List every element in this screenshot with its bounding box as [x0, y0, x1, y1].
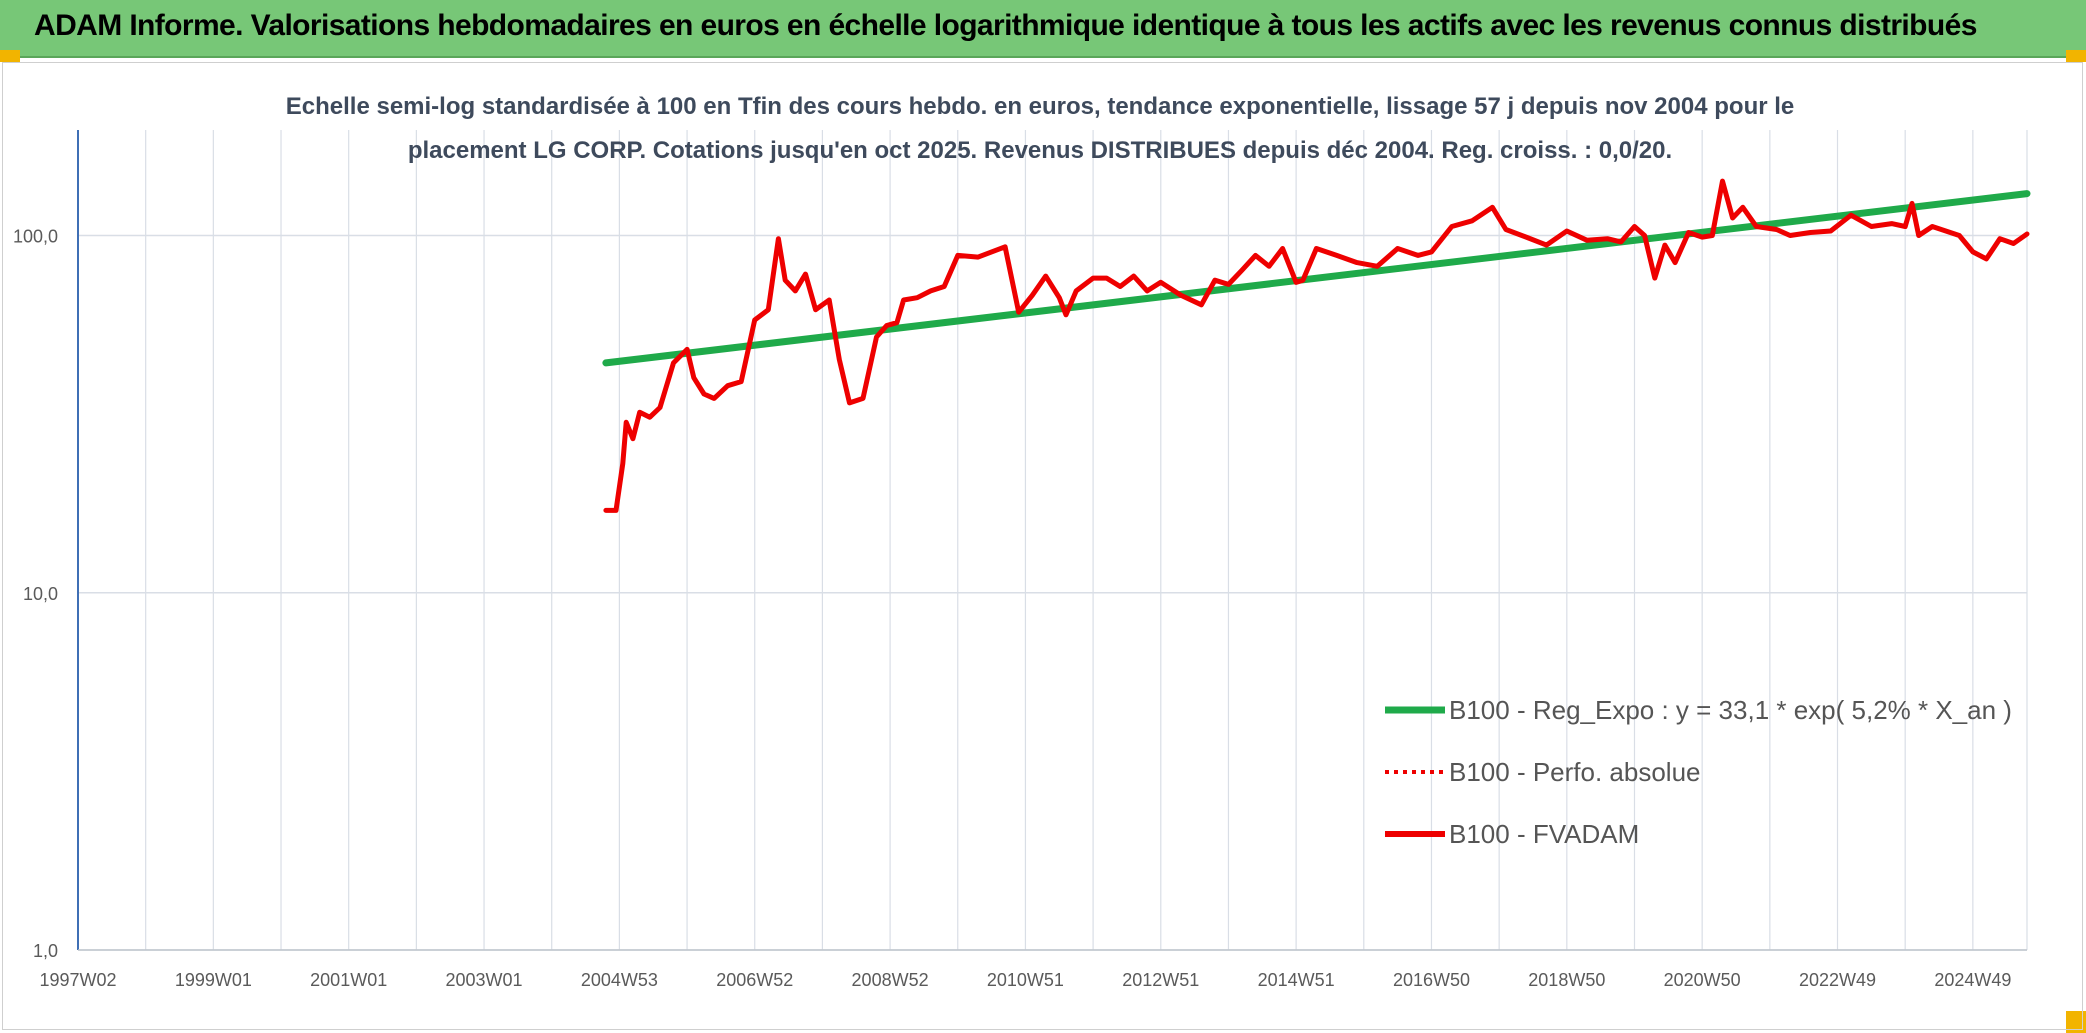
x-tick-label: 2004W53: [581, 970, 658, 990]
y-tick-label: 1,0: [33, 941, 58, 961]
x-tick-label: 2003W01: [446, 970, 523, 990]
x-tick-label: 2010W51: [987, 970, 1064, 990]
legend-label: B100 - Reg_Expo : y = 33,1 * exp( 5,2% *…: [1449, 695, 2012, 725]
corner-accent-top-left: [0, 50, 20, 62]
x-tick-label: 2022W49: [1799, 970, 1876, 990]
axis-ticks: 1,0 10,0 100,0 1997W02 1999W01 2001W01 2003W01…: [13, 227, 2011, 990]
page-title: ADAM Informe. Valorisations hebdomadaire…: [34, 9, 1977, 42]
chart-subtitle-line-2: placement LG CORP. Cotations jusqu'en oc…: [408, 137, 1672, 164]
header-bar: ADAM Informe. Valorisations hebdomadaire…: [0, 0, 2086, 58]
x-tick-label: 1997W02: [39, 970, 116, 990]
y-tick-label: 10,0: [23, 584, 58, 604]
legend-label: B100 - FVADAM: [1449, 819, 1639, 849]
y-tick-label: 100,0: [13, 227, 58, 247]
x-tick-label: 2008W52: [852, 970, 929, 990]
trend-line: [602, 190, 2031, 367]
corner-accent-top-right: [2066, 50, 2086, 62]
corner-accent-bottom-right: [2066, 1011, 2086, 1033]
x-tick-label: 2020W50: [1664, 970, 1741, 990]
gridlines: [77, 130, 2028, 951]
legend: B100 - Reg_Expo : y = 33,1 * exp( 5,2% *…: [1385, 695, 2012, 849]
x-tick-label: 2014W51: [1258, 970, 1335, 990]
legend-label: B100 - Perfo. absolue: [1449, 757, 1701, 787]
chart-subtitle-line-1: Echelle semi-log standardisée à 100 en T…: [286, 93, 1795, 120]
fvadam-line: [603, 178, 2030, 513]
x-tick-label: 2018W50: [1528, 970, 1605, 990]
x-tick-label: 2024W49: [1934, 970, 2011, 990]
x-tick-label: 2012W51: [1122, 970, 1199, 990]
x-tick-label: 2006W52: [716, 970, 793, 990]
chart-frame: [2, 62, 2083, 1030]
series-lines: [602, 178, 2031, 513]
x-tick-label: 2001W01: [310, 970, 387, 990]
x-tick-label: 1999W01: [175, 970, 252, 990]
x-tick-label: 2016W50: [1393, 970, 1470, 990]
